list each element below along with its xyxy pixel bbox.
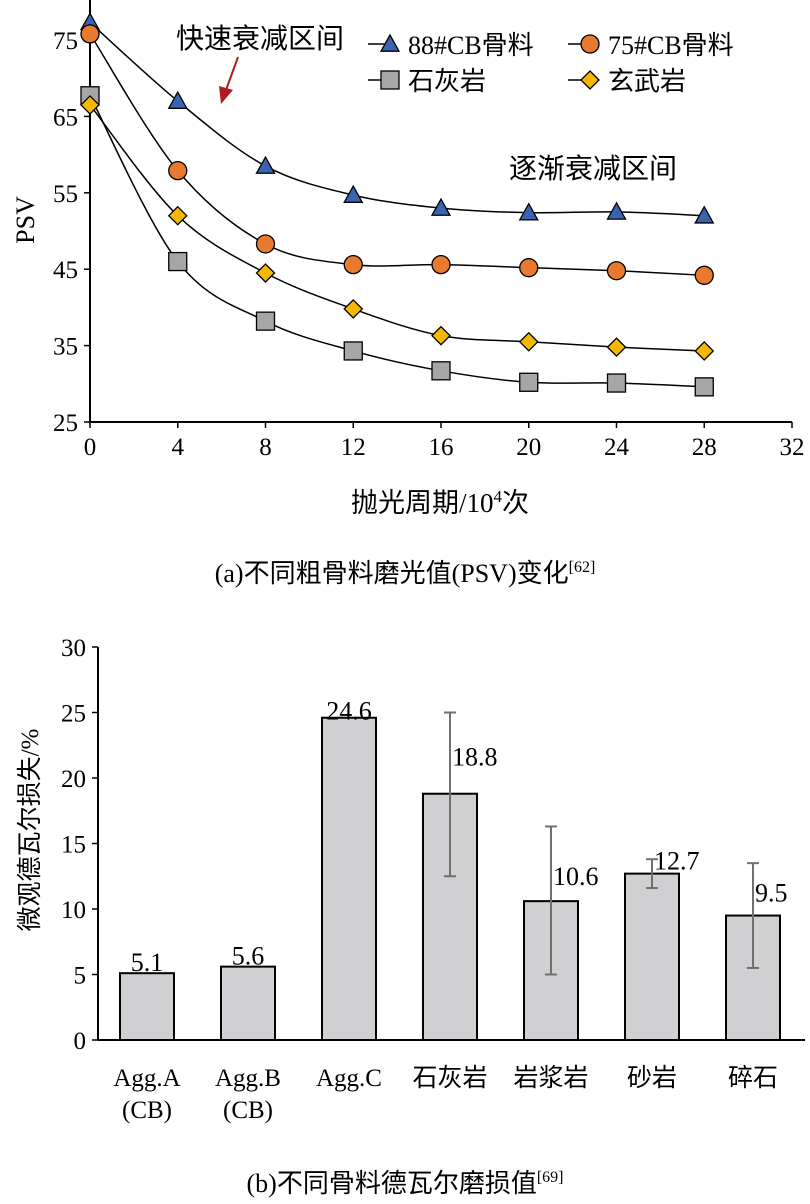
data-point-diamond [167, 205, 188, 226]
y-axis-label-b: 微观德瓦尔损失/% [16, 729, 44, 932]
x-tick-label: 8 [259, 434, 272, 461]
x-label-tail: 次 [502, 488, 529, 518]
data-label: 24.6 [326, 697, 372, 726]
data-point-triangle [606, 201, 627, 220]
bar [220, 965, 276, 1042]
y-tick-label-b: 15 [61, 832, 86, 859]
data-point-square [431, 361, 451, 381]
category-label: 砂岩 [627, 1064, 677, 1092]
x-label-sup: 4 [494, 487, 503, 506]
data-point-diamond [343, 299, 364, 319]
bar [321, 716, 377, 1041]
data-point-circle [519, 258, 539, 278]
data-point-diamond [606, 337, 627, 358]
y-tick-label: 75 [53, 28, 78, 55]
y-tick-label-b: 30 [61, 635, 86, 662]
y-tick-label-b: 10 [61, 897, 86, 924]
legend-label: 88#CB骨料 [408, 31, 534, 60]
y-tick-label: 65 [53, 104, 78, 131]
y-tick-label-b: 0 [74, 1028, 87, 1055]
data-point-square [694, 377, 714, 397]
y-tick-label: 25 [53, 410, 78, 437]
legend-marker-triangle [379, 33, 401, 52]
y-tick-label-b: 20 [61, 766, 86, 793]
legend-marker-square [380, 70, 400, 90]
x-tick-label: 20 [516, 434, 541, 461]
legend-marker-diamond [580, 70, 600, 90]
caption-a-ref: [62] [569, 559, 596, 576]
annotation-gradual: 逐渐衰减区间 [509, 153, 677, 185]
data-point-circle [80, 24, 100, 44]
data-label: 18.8 [452, 743, 498, 772]
data-point-circle [255, 234, 276, 254]
data-point-diamond [694, 341, 715, 361]
x-axis-label: 抛光周期/104次 [351, 487, 529, 518]
data-point-circle [431, 254, 451, 275]
data-label: 10.6 [553, 862, 599, 891]
y-tick-label-b: 25 [61, 701, 86, 728]
caption-b-ref: [69] [537, 1169, 564, 1186]
x-tick-label: 28 [692, 434, 717, 461]
category-label: (CB) [223, 1097, 273, 1124]
data-point-circle [343, 254, 363, 275]
x-tick-label: 16 [429, 434, 454, 461]
caption-a-main: (a)不同粗骨料磨光值(PSV)变化 [215, 559, 569, 588]
x-tick-label: 12 [341, 434, 366, 461]
bar [624, 872, 680, 1041]
y-tick-label: 35 [53, 334, 78, 361]
category-label: 碎石 [728, 1064, 778, 1092]
arrow-shaft [225, 56, 239, 91]
category-label: Agg.A [113, 1065, 180, 1092]
data-point-triangle [518, 202, 539, 221]
data-point-square [606, 373, 627, 393]
bar [119, 972, 175, 1041]
data-point-square [519, 372, 539, 392]
legend-label: 玄武岩 [608, 67, 686, 96]
caption-b-main: (b)不同骨料德瓦尔磨损值 [247, 1169, 537, 1198]
data-point-triangle [430, 197, 452, 216]
category-label: 岩浆岩 [513, 1064, 588, 1092]
data-point-triangle [167, 90, 188, 109]
data-point-square [343, 341, 363, 361]
arrow-head [219, 86, 233, 104]
data-point-square [168, 251, 188, 272]
x-tick-label: 0 [84, 434, 97, 461]
data-point-circle [168, 160, 188, 181]
category-label: (CB) [122, 1097, 172, 1124]
x-tick-label: 4 [172, 434, 185, 461]
data-point-circle [694, 265, 714, 285]
caption-b: (b)不同骨料德瓦尔磨损值[69] [247, 1169, 564, 1198]
data-point-diamond [80, 95, 100, 115]
data-point-diamond [518, 331, 539, 352]
category-label: Agg.C [316, 1065, 382, 1092]
annotation-fast: 快速衰减区间 [176, 23, 344, 55]
data-label: 9.5 [755, 879, 788, 908]
x-label-main: 抛光周期/10 [351, 488, 494, 518]
data-point-square [255, 311, 276, 331]
y-tick-label: 45 [53, 257, 78, 284]
category-label: Agg.B [215, 1065, 281, 1092]
data-point-diamond [431, 325, 451, 346]
legend-marker-circle [580, 34, 600, 54]
y-axis-label: PSV [11, 196, 40, 244]
data-label: 5.1 [131, 948, 164, 977]
x-tick-label: 32 [780, 434, 805, 461]
data-point-diamond [255, 263, 276, 283]
x-tick-label: 24 [604, 434, 630, 461]
data-point-triangle [343, 184, 364, 203]
legend-label: 75#CB骨料 [608, 31, 734, 60]
data-point-triangle [255, 155, 276, 174]
data-label: 12.7 [654, 847, 700, 876]
legend-label: 石灰岩 [408, 67, 486, 96]
category-label: 石灰岩 [412, 1064, 487, 1092]
data-point-triangle [694, 205, 715, 224]
series-line-3 [89, 104, 705, 352]
caption-a: (a)不同粗骨料磨光值(PSV)变化[62] [215, 559, 596, 588]
y-tick-label-b: 5 [74, 963, 87, 990]
data-point-circle [606, 261, 627, 281]
data-label: 5.6 [232, 942, 265, 971]
y-tick-label: 55 [53, 181, 78, 208]
